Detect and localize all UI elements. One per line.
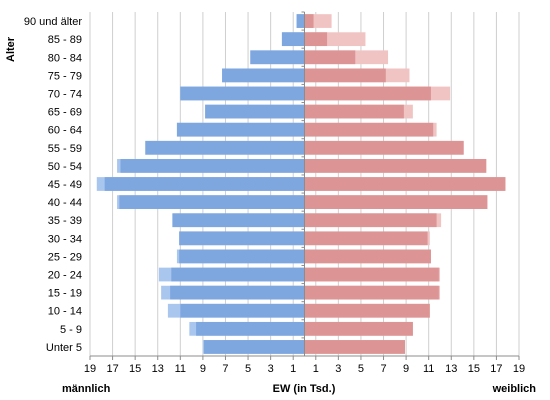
x-tick-label-4: 11 bbox=[175, 363, 186, 375]
age-label-4: 70 - 74 bbox=[48, 88, 82, 100]
bar-right-s3-0 bbox=[304, 14, 314, 28]
bar-left-s1-14 bbox=[171, 267, 305, 282]
bar-right-s3-6 bbox=[304, 122, 434, 137]
bar-left-s1-0 bbox=[296, 14, 305, 28]
right-side-label: weiblich bbox=[492, 383, 537, 395]
age-label-11: 35 - 39 bbox=[48, 215, 82, 227]
age-label-16: 10 - 14 bbox=[48, 306, 82, 318]
y-axis-title: Alter bbox=[5, 36, 17, 62]
x-tick-label-2: 15 bbox=[129, 363, 141, 375]
age-label-6: 60 - 64 bbox=[48, 125, 82, 137]
bar-right-s3-13 bbox=[304, 249, 431, 264]
bar-left-s1-2 bbox=[250, 50, 305, 65]
x-tick-label-10: 1 bbox=[313, 363, 319, 375]
bar-right-s3-18 bbox=[304, 340, 405, 354]
bar-left-s1-9 bbox=[104, 177, 305, 191]
left-side-label: männlich bbox=[62, 383, 111, 395]
bar-right-s3-4 bbox=[304, 86, 431, 101]
x-axis-title: EW (in Tsd.) bbox=[273, 383, 336, 395]
age-label-12: 30 - 34 bbox=[48, 233, 82, 245]
axes bbox=[89, 11, 520, 360]
bar-right-s3-16 bbox=[304, 303, 430, 318]
age-label-3: 75 - 79 bbox=[48, 70, 82, 82]
bar-right-s3-15 bbox=[304, 285, 439, 300]
bar-left-s1-4 bbox=[180, 86, 305, 101]
x-tick-label-15: 11 bbox=[423, 363, 434, 375]
x-tick-label-13: 7 bbox=[380, 363, 386, 375]
bar-right-s3-17 bbox=[304, 321, 413, 336]
bar-right-s3-9 bbox=[304, 177, 506, 191]
bar-left-s1-11 bbox=[172, 213, 305, 228]
age-label-2: 80 - 84 bbox=[48, 52, 82, 64]
bar-left-s1-15 bbox=[170, 285, 305, 300]
age-label-1: 85 - 89 bbox=[48, 34, 82, 46]
x-tick-label-17: 15 bbox=[468, 363, 480, 375]
x-tick-label-18: 17 bbox=[490, 363, 502, 375]
bar-right-s3-10 bbox=[304, 195, 488, 209]
bar-right-s3-14 bbox=[304, 267, 439, 282]
bar-right-s3-2 bbox=[304, 50, 356, 65]
x-tick-labels: 19 17 15 13 11 9 7 5 3 1 1 3 5 7 9 11 13 15 17 19 bbox=[84, 363, 525, 375]
age-label-7: 55 - 59 bbox=[48, 143, 82, 155]
age-label-13: 25 - 29 bbox=[48, 251, 82, 263]
age-label-9: 45 - 49 bbox=[48, 179, 82, 191]
bar-left-s1-7 bbox=[145, 140, 305, 155]
age-label-8: 50 - 54 bbox=[48, 161, 82, 173]
bar-right-s3-8 bbox=[304, 159, 487, 173]
x-tick-label-8: 3 bbox=[268, 363, 274, 375]
bar-left-s1-8 bbox=[120, 159, 305, 173]
age-label-14: 20 - 24 bbox=[48, 270, 82, 282]
age-label-5: 65 - 69 bbox=[48, 107, 82, 119]
x-tick-label-14: 9 bbox=[403, 363, 409, 375]
age-label-10: 40 - 44 bbox=[48, 197, 82, 209]
x-tick-label-3: 13 bbox=[152, 363, 164, 375]
bar-right-s3-12 bbox=[304, 231, 428, 246]
bar-right-s3-1 bbox=[304, 32, 328, 47]
age-label-15: 15 - 19 bbox=[48, 288, 82, 300]
bar-right-s3-3 bbox=[304, 68, 386, 83]
bar-right-s3-11 bbox=[304, 213, 437, 228]
bar-right-s3-5 bbox=[304, 104, 404, 119]
x-tick-label-0: 19 bbox=[84, 363, 96, 375]
bar-left-s1-6 bbox=[176, 122, 305, 137]
bar-left-s1-17 bbox=[196, 321, 305, 336]
bars bbox=[96, 14, 506, 354]
bar-left-s1-16 bbox=[180, 303, 305, 318]
bar-left-s1-3 bbox=[222, 68, 305, 83]
x-tick-label-5: 9 bbox=[200, 363, 206, 375]
bar-left-s1-1 bbox=[281, 32, 305, 47]
x-tick-label-11: 3 bbox=[335, 363, 341, 375]
bar-right-s3-7 bbox=[304, 140, 464, 155]
age-label-17: 5 - 9 bbox=[60, 324, 82, 336]
bar-left-s1-13 bbox=[179, 249, 305, 264]
x-tick-label-7: 5 bbox=[245, 363, 251, 375]
bar-left-s1-5 bbox=[205, 104, 305, 119]
x-tick-label-19: 19 bbox=[513, 363, 525, 375]
x-tick-label-1: 17 bbox=[106, 363, 118, 375]
bar-left-s1-18 bbox=[204, 340, 305, 354]
age-label-0: 90 und älter bbox=[24, 16, 82, 28]
age-label-18: Unter 5 bbox=[46, 342, 82, 354]
x-tick-label-6: 7 bbox=[222, 363, 228, 375]
bar-left-s1-12 bbox=[179, 231, 305, 246]
x-tick-label-16: 13 bbox=[445, 363, 457, 375]
x-tick-label-9: 1 bbox=[290, 363, 296, 375]
age-group-labels: 90 und älter 85 - 89 80 - 84 75 - 79 70 - 74… bbox=[24, 16, 82, 354]
bar-left-s1-10 bbox=[119, 195, 305, 209]
x-tick-label-12: 5 bbox=[358, 363, 364, 375]
